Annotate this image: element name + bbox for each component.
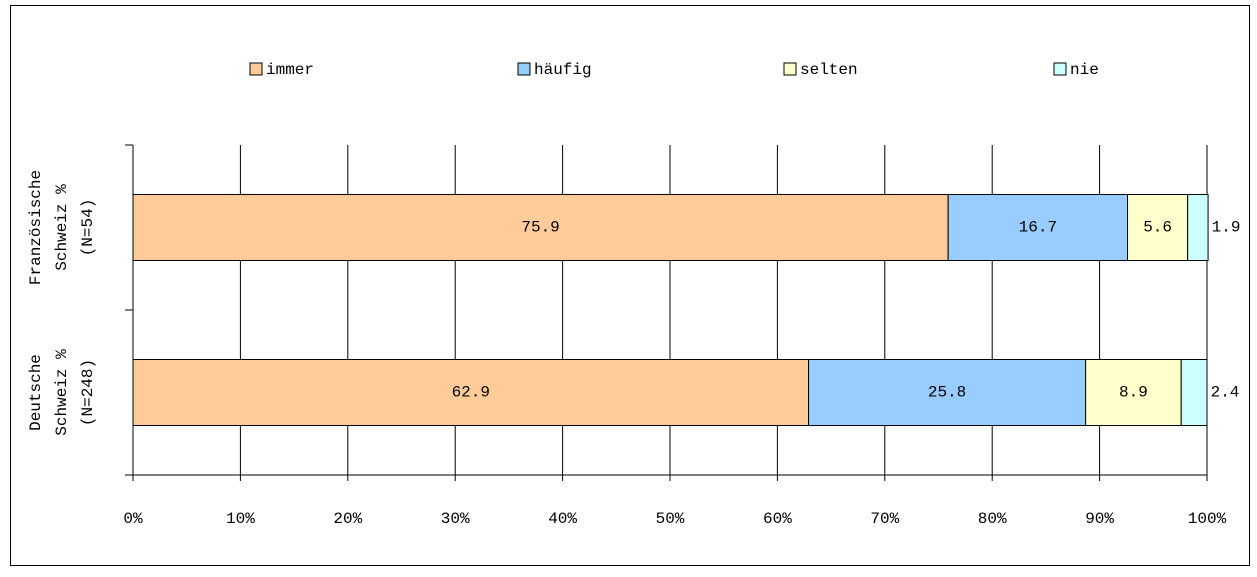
x-tick-label: 10%: [226, 510, 255, 528]
x-tick-label: 90%: [1085, 510, 1114, 528]
value-label: 1.9: [1212, 219, 1241, 237]
x-tick-label: 80%: [978, 510, 1007, 528]
value-label: 2.4: [1211, 384, 1240, 402]
value-label: 5.6: [1143, 219, 1172, 237]
legend-swatch: [517, 62, 531, 76]
x-tick-label: 40%: [548, 510, 577, 528]
x-tick-label: 0%: [123, 510, 143, 528]
x-tick-label: 60%: [763, 510, 792, 528]
y-tick-label: Deutsche: [27, 354, 45, 431]
y-tick-label: Französische: [27, 170, 45, 285]
value-label: 16.7: [1019, 219, 1057, 237]
value-label: 75.9: [521, 219, 559, 237]
legend-label: häufig: [534, 61, 592, 79]
legend-label: immer: [266, 61, 314, 79]
y-tick-label: Schweiz %: [53, 349, 71, 436]
x-tick-label: 100%: [1188, 510, 1227, 528]
bar-segment: [1180, 359, 1208, 426]
bar-segment: [1085, 359, 1182, 426]
legend-swatch: [1053, 62, 1067, 76]
value-label: 62.9: [452, 384, 490, 402]
bar-segment: [132, 359, 810, 426]
y-tick-label: (N=248): [79, 359, 97, 426]
bar-segment: [1187, 194, 1209, 261]
y-tick-label: Schweiz %: [53, 184, 71, 271]
legend-label: nie: [1070, 61, 1099, 79]
x-tick-label: 70%: [870, 510, 899, 528]
value-label: 25.8: [928, 384, 966, 402]
bar-segment: [808, 359, 1087, 426]
x-tick-label: 50%: [656, 510, 685, 528]
legend-label: selten: [800, 61, 858, 79]
x-tick-label: 30%: [441, 510, 470, 528]
bar-segment: [1127, 194, 1189, 261]
legend-swatch: [783, 62, 797, 76]
value-label: 8.9: [1119, 384, 1148, 402]
bar-segment: [947, 194, 1129, 261]
y-tick-label: (N=54): [79, 199, 97, 257]
legend-swatch: [249, 62, 263, 76]
x-tick-label: 20%: [333, 510, 362, 528]
